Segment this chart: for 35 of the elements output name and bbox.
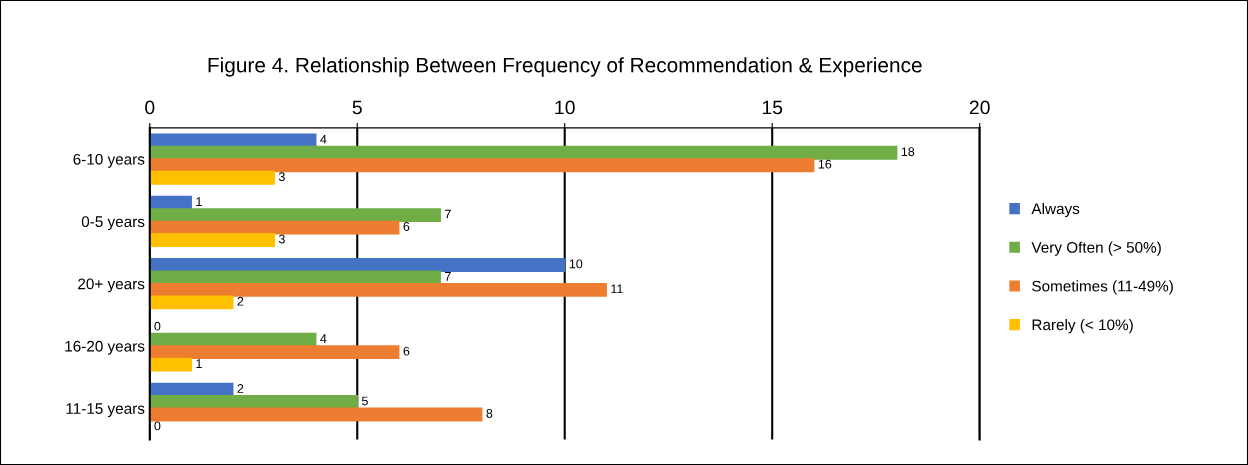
data-label: 16 <box>818 159 832 169</box>
x-tick-label: 10 <box>555 100 575 115</box>
x-tick-label: 15 <box>762 100 783 115</box>
data-label: 2 <box>237 384 244 393</box>
data-label: 0 <box>154 421 161 431</box>
data-label: 0 <box>154 321 161 331</box>
data-label: 6 <box>403 346 410 356</box>
data-label: 2 <box>237 296 244 306</box>
data-label: 5 <box>361 396 368 406</box>
data-label: 8 <box>486 409 493 418</box>
legend-label: Sometimes (11-49%) <box>1032 280 1173 295</box>
chart-title: Figure 4. Relationship Between Frequency of Recommendation & Experience <box>208 57 922 77</box>
data-label: 7 <box>445 272 451 281</box>
data-label: 1 <box>196 197 202 206</box>
data-label: 10 <box>569 259 583 269</box>
legend-label: Very Often (> 50%) <box>1031 241 1161 256</box>
y-tick-label: 6-10 years <box>73 153 145 168</box>
x-tick-label: 20 <box>969 100 990 115</box>
y-tick-label: 11-15 years <box>66 403 145 417</box>
data-label: 18 <box>901 147 915 157</box>
x-tick-label: 5 <box>352 100 362 115</box>
data-label: 3 <box>278 172 285 182</box>
legend-label: Rarely (< 10%) <box>1032 318 1133 334</box>
data-label: 1 <box>196 359 202 368</box>
data-label: 6 <box>403 222 410 231</box>
data-label: 3 <box>278 234 285 244</box>
data-label: 4 <box>320 334 327 343</box>
data-label: 4 <box>320 134 327 144</box>
data-label: 7 <box>445 209 451 219</box>
data-label: 11 <box>611 284 623 294</box>
x-tick-label: 0 <box>145 100 155 115</box>
legend-label: Always <box>1031 202 1080 218</box>
y-tick-label: 16-20 years <box>65 340 145 355</box>
y-tick-label: 20+ years <box>78 278 145 293</box>
y-tick-label: 0-5 years <box>81 216 145 231</box>
